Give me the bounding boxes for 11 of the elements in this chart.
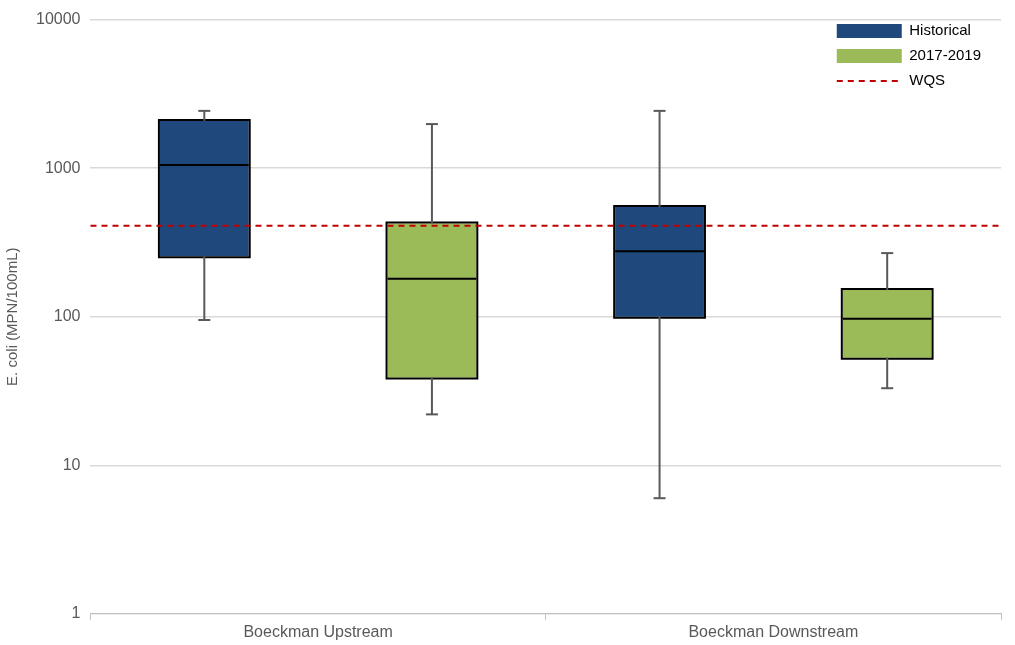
x-tick-label: Boeckman Downstream [688, 622, 859, 640]
y-axis-title: E. coli (MPN/100mL) [3, 247, 21, 386]
legend-label: 2017-2019 [909, 46, 981, 64]
y-tick-label: 1000 [44, 158, 81, 176]
legend-label: Historical [909, 21, 971, 39]
legend-label: WQS [909, 71, 946, 89]
x-tick-label: Boeckman Upstream [243, 622, 393, 640]
y-tick-label: 100 [53, 307, 81, 325]
y-tick-label: 1 [71, 604, 81, 622]
y-tick-label: 10000 [35, 10, 81, 28]
y-tick-label: 10 [62, 455, 81, 473]
